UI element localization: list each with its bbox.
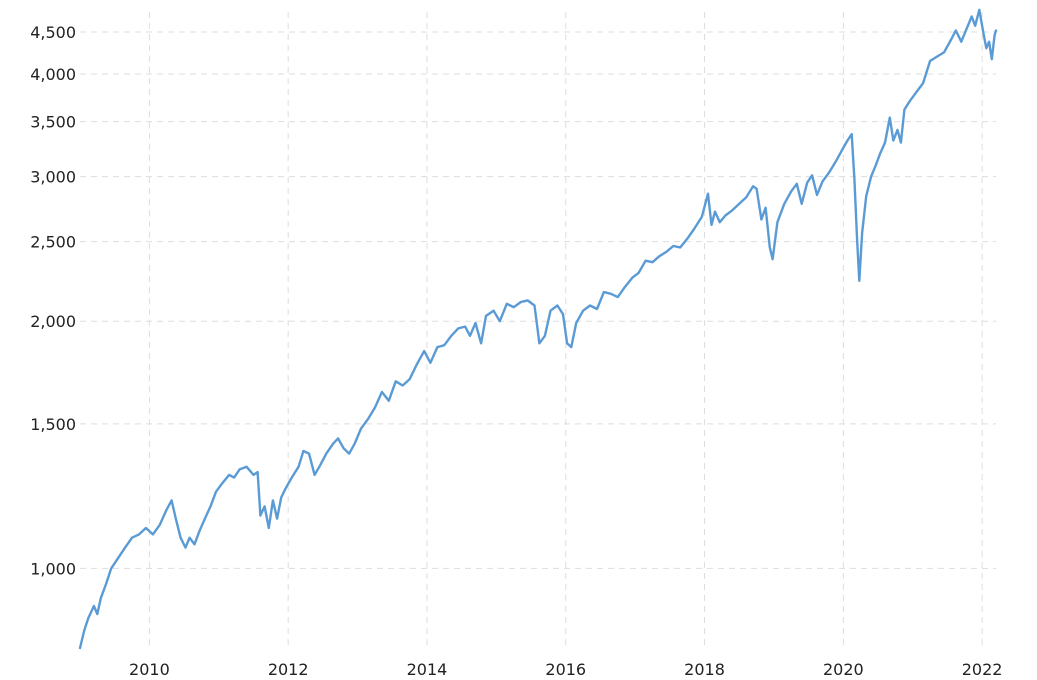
y-tick-label-3000: 3,000 <box>30 168 76 187</box>
x-tick-label-2014: 2014 <box>407 660 448 679</box>
x-tick-label-2010: 2010 <box>129 660 170 679</box>
x-tick-label-2020: 2020 <box>823 660 864 679</box>
y-tick-label-3500: 3,500 <box>30 113 76 132</box>
y-tick-label-4500: 4,500 <box>30 23 76 42</box>
y-tick-label-1000: 1,000 <box>30 559 76 578</box>
y-gridlines <box>80 31 996 569</box>
y-tick-label-2000: 2,000 <box>30 312 76 331</box>
series-line <box>78 8 998 650</box>
y-tick-label-4000: 4,000 <box>30 65 76 84</box>
x-tick-label-2022: 2022 <box>962 660 1003 679</box>
x-gridlines <box>148 12 983 648</box>
y-tick-label-1500: 1,500 <box>30 415 76 434</box>
y-tick-label-2500: 2,500 <box>30 233 76 252</box>
x-tick-label-2016: 2016 <box>545 660 586 679</box>
y-axis-tick-labels: 1,000 1,500 2,000 2,500 3,000 3,500 4,000 4,500 <box>30 23 76 578</box>
x-axis-tick-labels: 2010 2012 2014 2016 2018 2020 2022 <box>129 660 1002 679</box>
x-tick-label-2012: 2012 <box>268 660 309 679</box>
x-tick-label-2018: 2018 <box>684 660 725 679</box>
